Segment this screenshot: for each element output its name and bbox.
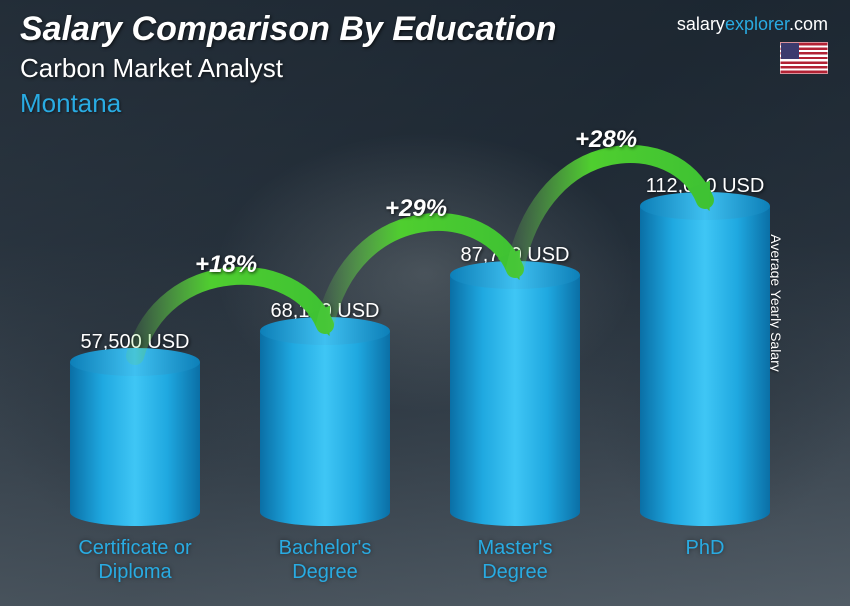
bar-body: [260, 331, 390, 526]
bar-top-ellipse: [260, 317, 390, 345]
bar-top-ellipse: [70, 348, 200, 376]
bar: [70, 362, 200, 526]
brand-part3: .com: [789, 14, 828, 34]
bar: [260, 331, 390, 526]
bar-group: 68,100 USDBachelor'sDegree: [230, 150, 420, 584]
bar: [450, 275, 580, 526]
brand-watermark: salaryexplorer.com: [677, 14, 828, 35]
bar-top-ellipse: [640, 192, 770, 220]
bar-body: [640, 206, 770, 526]
bar: [640, 206, 770, 526]
flag-icon: [780, 42, 828, 74]
brand-part1: salary: [677, 14, 725, 34]
bar-group: 57,500 USDCertificate orDiploma: [40, 150, 230, 584]
bar-body: [70, 362, 200, 526]
bar-category-label: Master'sDegree: [478, 536, 553, 584]
bar-chart: 57,500 USDCertificate orDiploma68,100 US…: [40, 150, 800, 584]
bar-category-label: Certificate orDiploma: [78, 536, 191, 584]
chart-location: Montana: [20, 88, 830, 119]
bar-category-label: PhD: [686, 536, 725, 584]
bar-top-ellipse: [450, 261, 580, 289]
bar-group: 87,700 USDMaster'sDegree: [420, 150, 610, 584]
bar-group: 112,000 USDPhD: [610, 150, 800, 584]
bar-category-label: Bachelor'sDegree: [279, 536, 372, 584]
chart-subtitle: Carbon Market Analyst: [20, 53, 830, 84]
bar-body: [450, 275, 580, 526]
brand-part2: explorer: [725, 14, 789, 34]
